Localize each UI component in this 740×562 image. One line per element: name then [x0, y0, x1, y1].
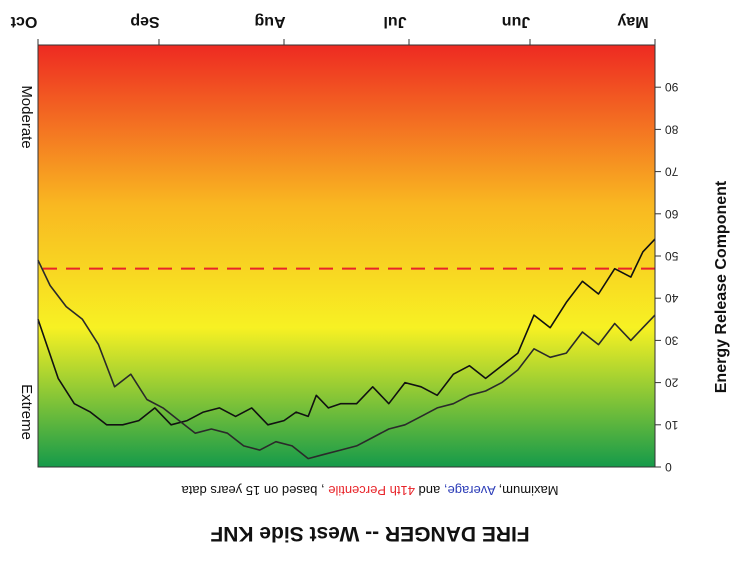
y-tick-label: 80	[665, 122, 679, 136]
y-tick-label: 90	[665, 80, 679, 94]
y-tick-label: 60	[665, 207, 679, 221]
chart-title: FIRE DANGER -- West Side KNF	[210, 522, 529, 545]
x-tick-label: Jul	[383, 13, 406, 30]
legend-average: Average,	[444, 483, 496, 498]
x-tick-label: Aug	[254, 13, 285, 30]
y-tick-label: 0	[665, 460, 672, 474]
legend-percentile: 41th Percentile	[328, 483, 415, 498]
x-tick-label: Jun	[502, 13, 530, 30]
y-tick-label: 50	[665, 249, 679, 263]
legend-and: and	[419, 483, 441, 498]
x-tick-label: May	[617, 13, 648, 30]
left-label-extreme: Extreme	[18, 384, 35, 440]
y-tick-label: 10	[665, 418, 679, 432]
x-tick-label: Sep	[130, 13, 160, 30]
y-axis-label: Energy Release Component	[713, 180, 730, 393]
left-label-moderate: Moderate	[18, 85, 35, 148]
legend-suffix: , based on 15 years data	[181, 483, 325, 498]
y-tick-label: 70	[665, 165, 679, 179]
plot-background	[38, 45, 655, 467]
x-tick-label: Oct	[10, 13, 37, 30]
y-tick-label: 40	[665, 291, 679, 305]
legend-maximum: Maximum,	[499, 483, 559, 498]
legend-text: Maximum, Average, and 41th Percentile , …	[181, 483, 559, 498]
y-tick-label: 30	[665, 333, 679, 347]
series-line-average	[37, 259, 656, 460]
y-tick-label: 20	[665, 376, 679, 390]
series-line-maximum	[37, 238, 656, 426]
